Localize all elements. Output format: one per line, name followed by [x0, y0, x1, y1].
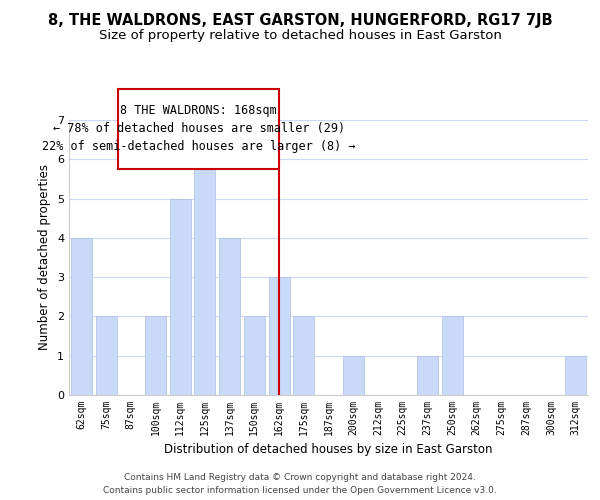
Bar	[442, 316, 463, 395]
Bar	[95, 316, 116, 395]
Text: 8 THE WALDRONS: 168sqm
← 78% of detached houses are smaller (29)
22% of semi-det: 8 THE WALDRONS: 168sqm ← 78% of detached…	[42, 104, 355, 154]
Bar	[244, 316, 265, 395]
Y-axis label: Number of detached properties: Number of detached properties	[38, 164, 52, 350]
Bar	[417, 356, 438, 395]
Text: Contains HM Land Registry data © Crown copyright and database right 2024.
Contai: Contains HM Land Registry data © Crown c…	[103, 474, 497, 495]
Bar	[71, 238, 92, 395]
Bar	[343, 356, 364, 395]
Bar	[219, 238, 240, 395]
Bar	[145, 316, 166, 395]
X-axis label: Distribution of detached houses by size in East Garston: Distribution of detached houses by size …	[164, 444, 493, 456]
Bar	[170, 198, 191, 395]
Bar	[194, 160, 215, 395]
Bar	[293, 316, 314, 395]
Text: Size of property relative to detached houses in East Garston: Size of property relative to detached ho…	[98, 29, 502, 42]
FancyBboxPatch shape	[118, 88, 279, 169]
Bar	[269, 277, 290, 395]
Bar	[565, 356, 586, 395]
Text: 8, THE WALDRONS, EAST GARSTON, HUNGERFORD, RG17 7JB: 8, THE WALDRONS, EAST GARSTON, HUNGERFOR…	[47, 12, 553, 28]
